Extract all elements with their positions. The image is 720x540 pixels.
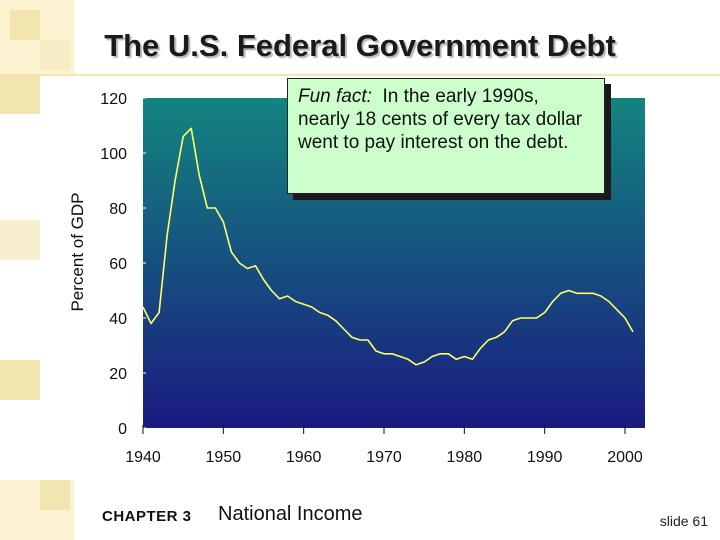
decor-square <box>0 360 40 400</box>
decor-square <box>10 10 40 40</box>
x-tick-label: 1960 <box>286 449 322 466</box>
y-tick-label: 20 <box>109 366 127 383</box>
footer-title: National Income <box>218 503 363 525</box>
x-tick-label: 1950 <box>206 449 242 466</box>
chapter-label: CHAPTER 3 <box>102 508 192 525</box>
y-tick-label: 100 <box>100 146 127 163</box>
decor-square <box>0 74 40 114</box>
decor-square <box>40 40 70 70</box>
y-tick-label: 0 <box>118 421 127 438</box>
page-title: The U.S. Federal Government Debt <box>104 28 616 63</box>
title-rule <box>40 74 720 76</box>
decor-square <box>40 480 70 510</box>
callout-text: In the early 1990s, nearly 18 cents of e… <box>298 86 583 153</box>
x-tick-label: 2000 <box>607 449 643 466</box>
x-tick-label: 1970 <box>366 449 402 466</box>
y-tick-label: 80 <box>109 201 127 218</box>
decor-square <box>0 220 40 260</box>
fun-fact-callout: Fun fact: In the early 1990s, nearly 18 … <box>287 78 605 194</box>
x-tick-label: 1940 <box>125 449 161 466</box>
x-tick-label: 1980 <box>447 449 483 466</box>
y-tick-label: 60 <box>109 256 127 273</box>
y-tick-label: 40 <box>109 311 127 328</box>
y-tick-label: 120 <box>100 91 127 108</box>
debt-series-line <box>142 127 634 366</box>
callout-lead: Fun fact: <box>298 86 372 107</box>
decorative-band <box>0 0 74 540</box>
x-tick-label: 1990 <box>527 449 563 466</box>
y-axis-label: Percent of GDP <box>68 192 87 311</box>
slide-number: slide 61 <box>659 513 708 529</box>
